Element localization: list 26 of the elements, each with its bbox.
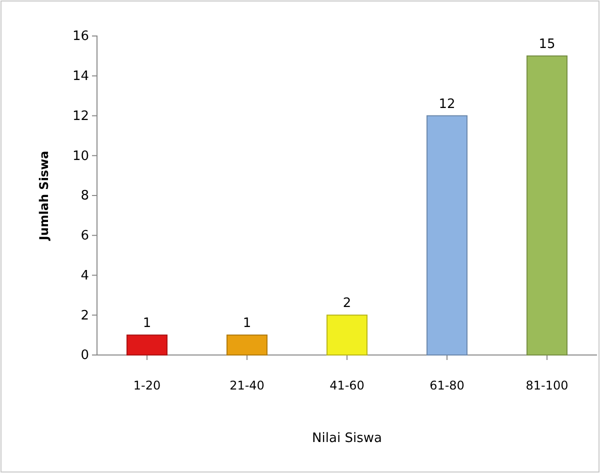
x-tick-label: 1-20	[133, 378, 161, 392]
x-tick-label: 61-80	[430, 378, 464, 392]
bar	[426, 115, 468, 356]
x-tick-label: 21-40	[230, 378, 264, 392]
y-tick-label: 14	[72, 69, 89, 84]
bar	[226, 334, 268, 356]
y-tick-label: 4	[80, 268, 89, 284]
data-label: 15	[538, 36, 556, 52]
data-label: 1	[142, 316, 152, 332]
bar	[126, 334, 168, 356]
y-tick-label: 12	[72, 108, 89, 124]
y-tick-label: 6	[80, 228, 89, 244]
y-tick-label: 10	[72, 148, 89, 164]
x-axis-title: Nilai Siswa	[312, 431, 382, 446]
data-label: 12	[438, 96, 456, 112]
x-tick-label: 41-60	[330, 378, 364, 392]
y-tick-label: 2	[80, 308, 89, 324]
y-axis-title: Jumlah Siswa	[37, 150, 51, 242]
x-tick-label: 81-100	[526, 378, 568, 392]
y-tick-label: 0	[80, 348, 89, 364]
bar	[326, 314, 368, 356]
y-tick-label: 16	[72, 29, 89, 44]
y-tick-label: 8	[80, 188, 89, 204]
data-label: 1	[242, 316, 252, 332]
bar	[526, 55, 568, 356]
data-label: 2	[342, 296, 352, 312]
